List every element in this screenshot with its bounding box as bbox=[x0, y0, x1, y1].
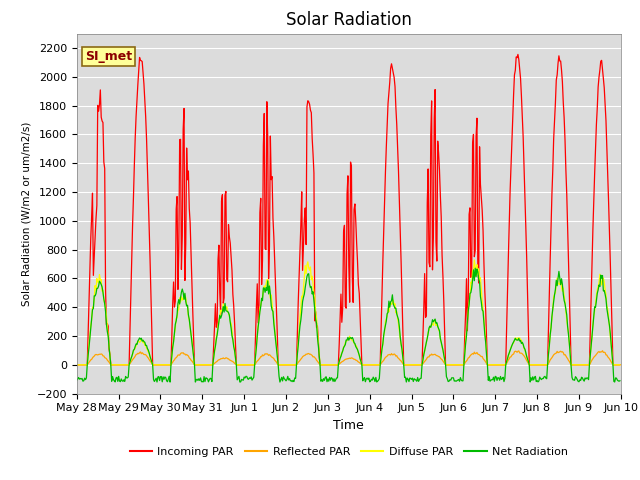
Reflected PAR bbox=[73, 362, 81, 368]
Diffuse PAR bbox=[586, 352, 594, 358]
Diffuse PAR bbox=[616, 362, 624, 368]
Diffuse PAR bbox=[264, 276, 271, 282]
Incoming PAR bbox=[335, 341, 343, 347]
Title: Solar Radiation: Solar Radiation bbox=[286, 11, 412, 29]
Net Radiation bbox=[472, 265, 479, 271]
Diffuse PAR bbox=[470, 257, 478, 263]
Diffuse PAR bbox=[291, 362, 299, 368]
Net Radiation bbox=[336, 356, 344, 361]
Y-axis label: Solar Radiation (W/m2 or um/m2/s): Solar Radiation (W/m2 or um/m2/s) bbox=[21, 121, 31, 306]
Line: Incoming PAR: Incoming PAR bbox=[77, 54, 620, 365]
X-axis label: Time: Time bbox=[333, 419, 364, 432]
Net Radiation bbox=[616, 378, 624, 384]
Reflected PAR bbox=[586, 362, 593, 368]
Incoming PAR bbox=[514, 51, 522, 57]
Net Radiation bbox=[292, 375, 300, 381]
Reflected PAR bbox=[291, 362, 299, 368]
Reflected PAR bbox=[598, 348, 606, 354]
Reflected PAR bbox=[616, 362, 624, 368]
Diffuse PAR bbox=[335, 359, 343, 365]
Line: Net Radiation: Net Radiation bbox=[77, 268, 620, 382]
Incoming PAR bbox=[102, 288, 109, 293]
Net Radiation bbox=[166, 379, 174, 385]
Diffuse PAR bbox=[102, 305, 109, 311]
Legend: Incoming PAR, Reflected PAR, Diffuse PAR, Net Radiation: Incoming PAR, Reflected PAR, Diffuse PAR… bbox=[125, 443, 573, 461]
Incoming PAR bbox=[264, 135, 271, 141]
Incoming PAR bbox=[586, 326, 594, 332]
Net Radiation bbox=[265, 291, 273, 297]
Net Radiation bbox=[588, 342, 595, 348]
Net Radiation bbox=[243, 373, 251, 379]
Reflected PAR bbox=[264, 351, 271, 357]
Diffuse PAR bbox=[73, 362, 81, 368]
Reflected PAR bbox=[242, 362, 250, 368]
Text: SI_met: SI_met bbox=[85, 50, 132, 63]
Net Radiation bbox=[102, 309, 109, 314]
Incoming PAR bbox=[73, 362, 81, 368]
Incoming PAR bbox=[616, 362, 624, 368]
Line: Diffuse PAR: Diffuse PAR bbox=[77, 260, 620, 365]
Incoming PAR bbox=[242, 362, 250, 368]
Line: Reflected PAR: Reflected PAR bbox=[77, 351, 620, 365]
Incoming PAR bbox=[291, 362, 299, 368]
Net Radiation bbox=[73, 377, 81, 383]
Diffuse PAR bbox=[242, 362, 250, 368]
Reflected PAR bbox=[102, 355, 109, 361]
Reflected PAR bbox=[335, 361, 343, 367]
